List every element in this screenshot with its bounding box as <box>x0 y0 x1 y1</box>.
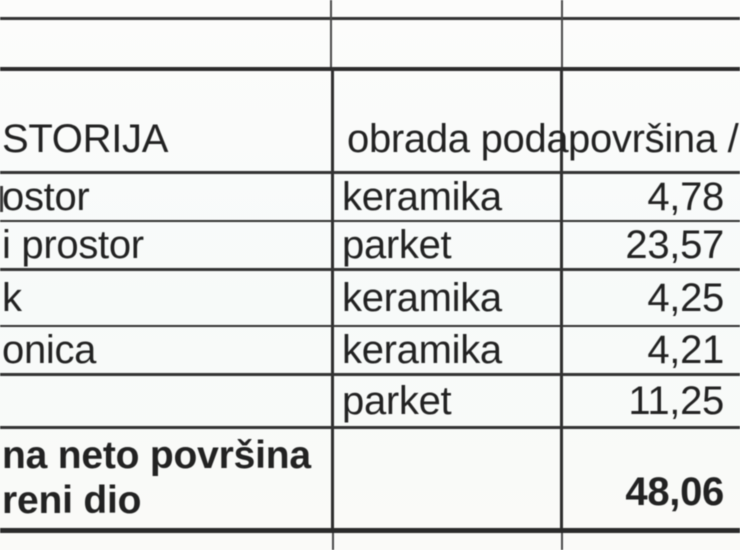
cell-area-value: 4,78 <box>647 174 724 219</box>
header-bottom-rule <box>0 171 740 174</box>
cell-area-value: 4,21 <box>647 327 724 372</box>
total-row-top-rule <box>0 426 740 429</box>
row-rule-4 <box>0 373 740 376</box>
cell-floor-finish: keramika <box>342 174 502 219</box>
header-area-column: površina /m <box>568 117 740 161</box>
total-label: na neto površina reni dio <box>0 429 331 528</box>
table-total-row: na neto površina reni dio 48,06 <box>0 429 740 528</box>
total-area-value: 48,06 <box>625 470 724 514</box>
upper-left-column-line <box>330 0 332 67</box>
cell-area-value: 4,25 <box>647 275 724 320</box>
lower-left-column-line <box>332 533 334 550</box>
clipped-letter-fragment <box>0 186 3 212</box>
cell-floor-finish: parket <box>342 378 452 423</box>
cell-floor-finish: keramika <box>342 275 502 320</box>
table-row: parket 11,25 <box>0 376 740 426</box>
cell-room-name: i prostor <box>2 222 144 267</box>
total-label-line2: reni dio <box>2 479 142 522</box>
table-row: onica keramika 4,21 <box>0 327 740 373</box>
table-row: i prostor parket 23,57 <box>0 222 740 268</box>
row-rule-3 <box>0 325 740 327</box>
table-header-row: STORIJA obrada poda površina /m <box>0 71 740 171</box>
table-right-column-divider <box>560 67 563 528</box>
table-top-border <box>0 67 740 71</box>
cell-room-name: ostor <box>2 174 90 219</box>
header-floor-column: obrada poda <box>347 117 569 161</box>
cell-floor-finish: parket <box>342 222 452 267</box>
cell-floor-finish: keramika <box>342 327 502 372</box>
cell-room-name: onica <box>2 327 97 372</box>
table-left-column-divider <box>331 67 334 528</box>
total-empty-cell <box>331 429 560 528</box>
cell-room-name <box>0 376 331 426</box>
row-rule-1 <box>0 220 740 222</box>
lower-right-column-line <box>561 533 563 550</box>
header-room-column: STORIJA <box>2 117 169 161</box>
cell-room-name: k <box>2 275 22 320</box>
table-bottom-border <box>0 528 740 533</box>
upper-section-divider-line <box>0 17 740 20</box>
cell-area-value: 23,57 <box>625 222 724 267</box>
cell-area-value: 11,25 <box>628 378 724 423</box>
table-row: ostor keramika 4,78 <box>0 174 740 220</box>
total-label-line1: na neto površina <box>2 434 311 477</box>
row-rule-2 <box>0 268 740 271</box>
table-row: k keramika 4,25 <box>0 271 740 325</box>
upper-right-column-line <box>561 0 563 67</box>
